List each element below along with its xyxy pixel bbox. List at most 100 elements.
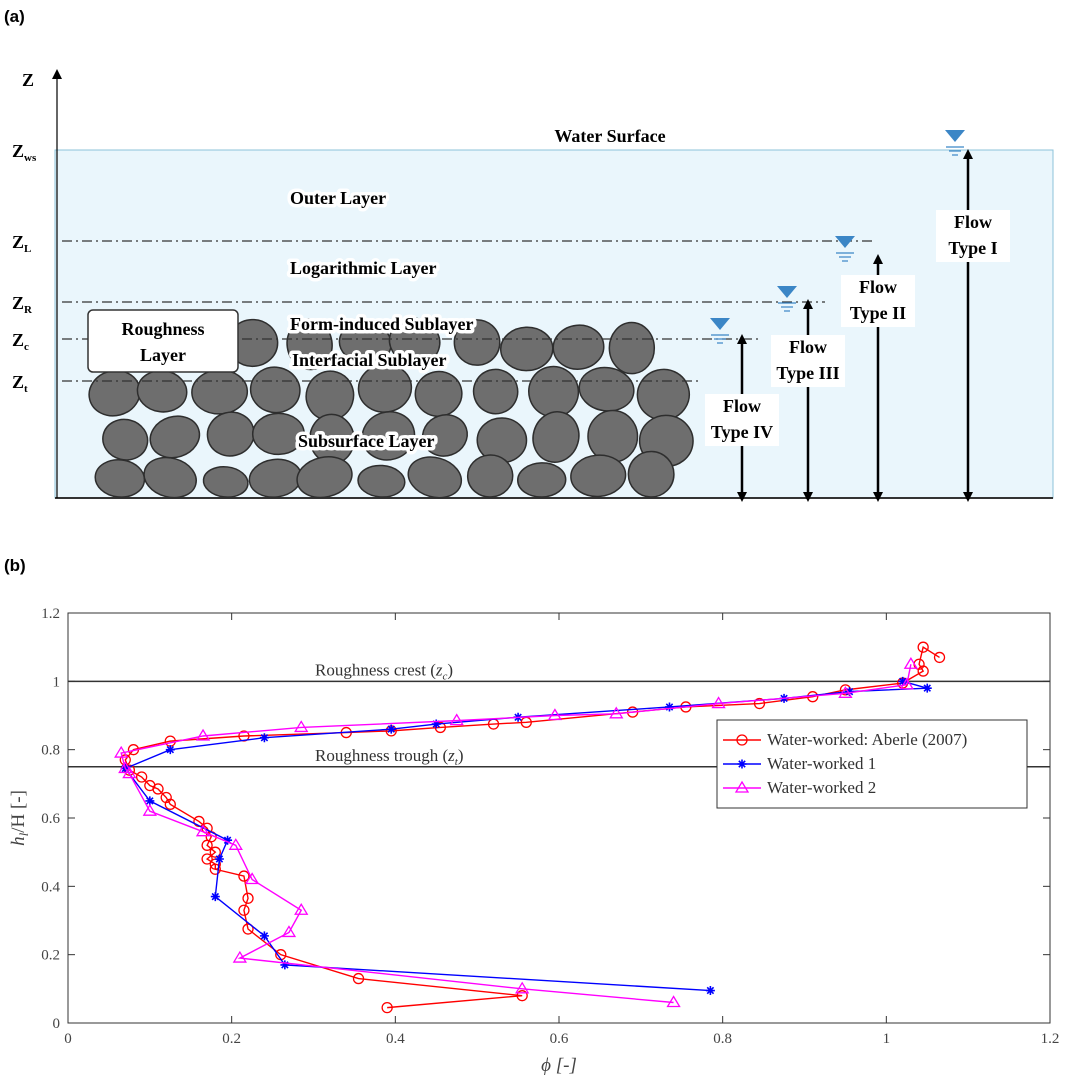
flow-label-box	[771, 335, 845, 387]
y-axis-label: hl/H [-]	[8, 790, 31, 846]
reference-label-part: )	[458, 746, 464, 765]
flow-label: Flow	[859, 277, 897, 297]
data-point	[515, 981, 530, 994]
level-label: ZR	[12, 293, 33, 316]
data-point	[898, 676, 908, 686]
level-subscript: t	[24, 383, 28, 395]
data-point	[223, 835, 233, 845]
y-tick-label: 0.6	[41, 811, 60, 827]
data-point	[753, 697, 766, 710]
data-point	[381, 1001, 393, 1014]
flow-label: Type IV	[711, 422, 773, 442]
panel-label: (b)	[4, 556, 26, 575]
water-level-icon	[835, 236, 855, 248]
level-symbol: Z	[12, 141, 24, 161]
data-point	[845, 687, 855, 697]
flow-label-box	[705, 394, 779, 446]
data-point	[145, 796, 155, 806]
x-tick-label: 0.8	[713, 1031, 732, 1047]
data-point	[114, 745, 129, 758]
rock	[627, 450, 675, 498]
data-point	[431, 719, 441, 729]
rock	[388, 317, 441, 366]
flow-label: Flow	[723, 396, 761, 416]
data-point	[352, 972, 365, 985]
data-point	[734, 780, 750, 793]
plot-frame	[67, 612, 1051, 1024]
data-point	[201, 839, 213, 851]
series-line	[120, 664, 912, 1004]
data-point	[705, 986, 715, 996]
rock	[421, 414, 468, 457]
legend-box	[716, 719, 1028, 809]
data-point	[386, 724, 396, 734]
data-point	[122, 766, 137, 779]
rock	[578, 366, 635, 412]
data-point	[201, 853, 213, 865]
data-point	[242, 923, 254, 935]
layer-label: Logarithmic Layer	[290, 258, 436, 278]
layer-label: Interfacial Sublayer	[292, 350, 447, 370]
rock	[143, 456, 197, 499]
data-point	[244, 872, 260, 885]
rock	[361, 411, 416, 461]
data-point	[238, 870, 250, 882]
flow-label: Type I	[948, 238, 997, 258]
water-level-icon	[710, 318, 730, 330]
data-point	[232, 950, 247, 963]
data-point	[917, 665, 929, 677]
flow-label: Flow	[954, 212, 992, 232]
data-point	[228, 838, 243, 850]
data-point	[609, 706, 624, 719]
data-point	[294, 902, 309, 915]
series-line	[124, 646, 940, 1009]
data-point	[135, 771, 148, 783]
flow-label: Type III	[776, 363, 839, 383]
layer-label: Subsurface Layer	[298, 431, 435, 451]
layer-label: Water Surface	[554, 126, 665, 146]
reference-label-part: z	[447, 746, 455, 765]
data-point	[259, 733, 269, 743]
data-point	[280, 960, 290, 970]
reference-label-part: Roughness crest (	[315, 660, 436, 679]
roughness-label: Roughness	[121, 319, 204, 339]
axis-label: Z	[22, 70, 34, 90]
level-label: ZL	[12, 232, 31, 255]
data-point	[214, 854, 224, 864]
data-point	[142, 803, 157, 816]
y-axis-label-part: l	[16, 832, 31, 836]
reference-label-part: c	[443, 670, 448, 682]
rock	[587, 409, 639, 463]
water-level-icon	[945, 130, 965, 142]
level-subscript: ws	[24, 152, 37, 164]
y-axis-label-part: /H [-]	[8, 790, 29, 833]
x-tick-label: 0	[64, 1031, 72, 1047]
data-point	[281, 925, 297, 938]
rock	[608, 321, 656, 375]
flow-label: Type II	[850, 303, 906, 323]
y-tick-label: 1	[53, 674, 61, 690]
y-axis-label-part: h	[8, 836, 29, 846]
x-tick-label: 1	[883, 1031, 891, 1047]
data-point	[164, 798, 176, 810]
data-point	[294, 720, 309, 733]
level-symbol: Z	[12, 293, 24, 313]
reference-label: Roughness trough (zt)	[315, 746, 464, 768]
data-point	[666, 995, 681, 1008]
level-label: Zws	[12, 141, 37, 164]
chart: 0 0.2 0.4 0.6 0.8 1 1.2 0 0.2 0.4 0.6 0.8 1 1.2 ϕ [-] h…	[8, 606, 1059, 1076]
rock	[466, 454, 514, 498]
data-point	[242, 892, 254, 904]
data-point	[736, 734, 748, 746]
flow-label-box	[936, 210, 1010, 262]
legend-label: Water-worked: Aberle (2007)	[767, 730, 967, 749]
level-symbol: Z	[12, 232, 24, 252]
y-tick-label: 0.2	[41, 948, 60, 964]
flow-label: Flow	[789, 337, 827, 357]
data-point	[516, 990, 528, 1002]
level-label: Zc	[12, 330, 29, 353]
rock	[251, 412, 305, 456]
data-point	[899, 677, 914, 690]
data-point	[210, 892, 220, 902]
y-tick-label: 0	[53, 1016, 61, 1032]
